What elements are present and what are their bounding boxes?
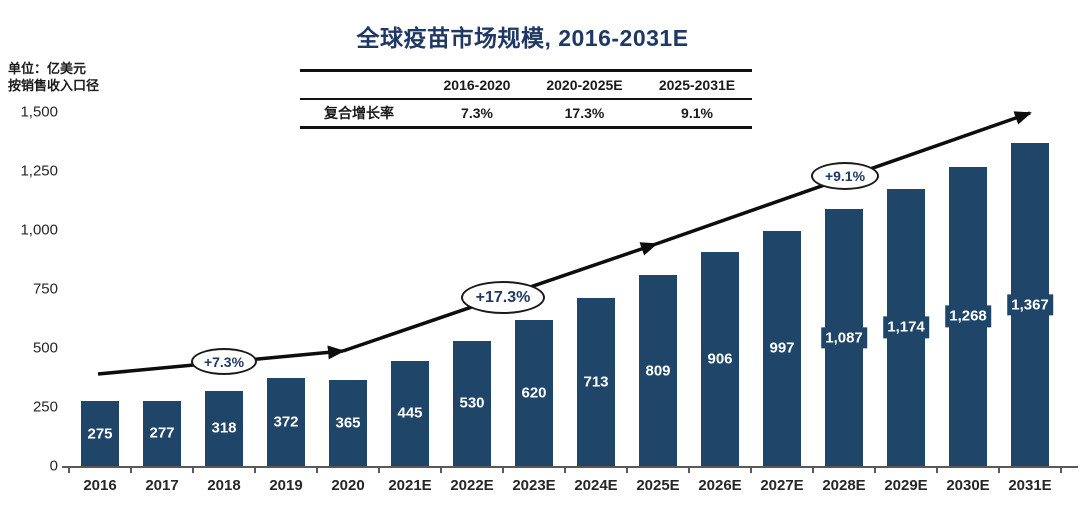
bar-value-label: 1,367 — [1007, 294, 1053, 316]
bar-value-label: 997 — [765, 337, 799, 359]
growth-annotation-label: +17.3% — [475, 288, 531, 306]
x-axis-label-2016: 2016 — [83, 477, 117, 494]
bar-2023E: 620 — [515, 319, 553, 466]
unit-note-line2: 按销售收入口径 — [8, 78, 100, 93]
x-axis-label-2022E: 2022E — [450, 477, 494, 494]
growth-annotation-label: +9.1% — [824, 168, 866, 184]
growth-annotation-2016-2020: +7.3% — [191, 348, 257, 375]
bar-2019: 372 — [267, 378, 305, 466]
x-axis-label-2025E: 2025E — [636, 477, 680, 494]
x-axis-label-2018: 2018 — [207, 477, 241, 494]
bar-2022E: 530 — [453, 340, 491, 466]
bar-2024E: 713 — [577, 297, 615, 466]
bar-value-label: 445 — [393, 402, 427, 425]
bar-2025E: 809 — [639, 275, 677, 466]
x-axis-label-2028E: 2028E — [822, 477, 866, 494]
x-axis-tick-marks — [68, 468, 1062, 473]
y-axis-tick-label: 500 — [32, 339, 58, 357]
bar-value-label: 620 — [517, 382, 551, 404]
cagr-table-col-header: 2020-2025E — [546, 77, 623, 93]
y-axis-tick-label: 750 — [32, 280, 58, 298]
bar-value-label: 906 — [703, 348, 737, 370]
x-axis-label-2024E: 2024E — [574, 477, 618, 494]
x-axis-label-2017: 2017 — [145, 477, 179, 494]
x-axis-line — [62, 466, 1078, 468]
y-axis-tick-label: 0 — [49, 457, 58, 475]
bar-value-label: 1,174 — [883, 316, 929, 339]
bar-2026E: 906 — [701, 252, 739, 466]
cagr-row-label: 复合增长率 — [324, 105, 394, 121]
bar-value-label: 372 — [269, 411, 303, 433]
x-axis-label-2021E: 2021E — [388, 477, 432, 494]
bar-value-label: 275 — [83, 422, 117, 445]
cagr-table-col-header: 2025-2031E — [658, 77, 736, 93]
bar-value-label: 1,268 — [945, 305, 991, 327]
unit-note-line1: 单位：亿美元 — [8, 61, 87, 76]
bar-2018: 318 — [205, 390, 243, 466]
x-axis-label-2030E: 2030E — [946, 477, 990, 494]
cagr-table-col-header: 2016-2020 — [443, 77, 511, 93]
bar-2017: 277 — [143, 400, 181, 466]
x-axis-label-2031E: 2031E — [1008, 477, 1052, 494]
x-axis-label-2019: 2019 — [269, 477, 303, 494]
bar-2028E: 1,087 — [821, 209, 867, 466]
growth-annotation-label: +7.3% — [203, 353, 245, 370]
bar-2027E: 997 — [763, 230, 801, 466]
bar-2029E: 1,174 — [883, 188, 929, 466]
bar-2031E: 1,367 — [1007, 143, 1053, 466]
y-axis-tick-label: 1,000 — [20, 221, 58, 239]
bar-value-label: 1,087 — [821, 327, 867, 349]
bar-value-label: 277 — [145, 422, 179, 444]
x-axis-label-2027E: 2027E — [760, 477, 804, 494]
y-axis-tick-label: 250 — [32, 398, 58, 416]
bar-2020: 365 — [329, 379, 367, 466]
unit-note: 单位：亿美元 按销售收入口径 — [8, 60, 99, 94]
x-axis-label-2029E: 2029E — [884, 477, 928, 494]
bar-value-label: 365 — [331, 412, 365, 434]
cagr-table-header-row: 2016-2020 2020-2025E 2025-2031E — [300, 72, 752, 100]
y-axis-tick-label: 1,500 — [20, 103, 58, 121]
bar-2030E: 1,268 — [945, 166, 991, 466]
x-axis-label-2023E: 2023E — [512, 477, 556, 494]
y-axis-tick-label: 1,250 — [20, 162, 58, 180]
cagr-value: 17.3% — [564, 105, 605, 121]
page-title: 全球疫苗市场规模, 2016-2031E — [356, 25, 689, 51]
x-axis-label-2026E: 2026E — [698, 477, 742, 494]
bar-value-label: 809 — [641, 359, 675, 382]
x-axis-label-2020: 2020 — [331, 477, 365, 494]
cagr-value: 7.3% — [461, 105, 493, 121]
growth-annotation-2020-2025: +17.3% — [461, 281, 545, 314]
growth-annotation-2025-2031: +9.1% — [811, 162, 879, 190]
bar-value-label: 530 — [455, 392, 489, 415]
bar-value-label: 318 — [207, 417, 241, 440]
bar-2021E: 445 — [391, 360, 429, 466]
bar-value-label: 713 — [579, 371, 613, 393]
bar-2016: 275 — [81, 401, 119, 466]
